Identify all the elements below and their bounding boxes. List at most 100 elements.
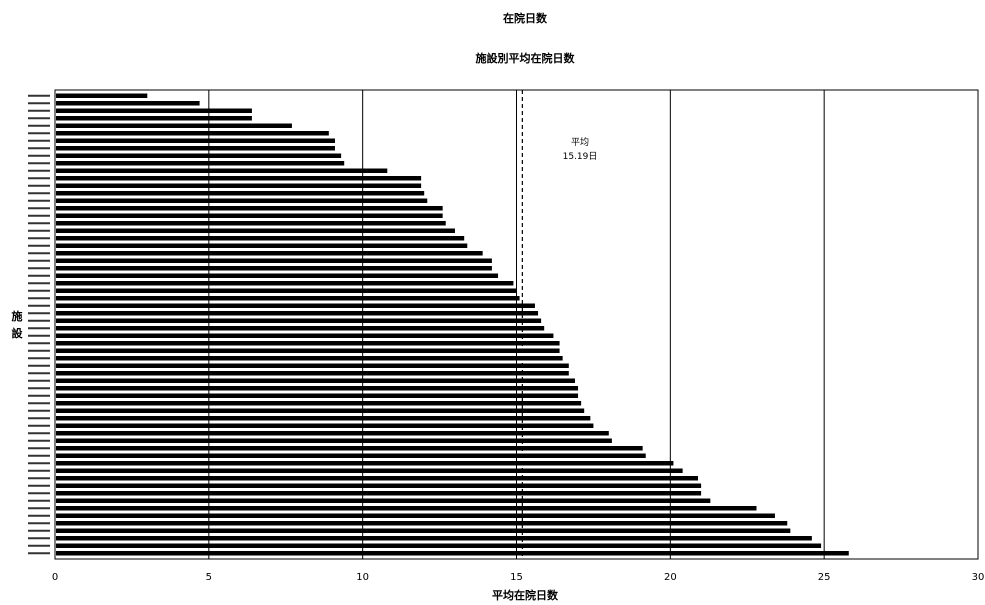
category-label-mark bbox=[28, 544, 50, 547]
bar bbox=[56, 528, 791, 533]
bar bbox=[56, 243, 468, 248]
category-label-mark bbox=[28, 282, 50, 285]
x-tick-label: 30 bbox=[972, 572, 985, 583]
chart-subtitle: 施設別平均在院日数 bbox=[475, 52, 575, 65]
category-label-mark bbox=[28, 297, 50, 300]
category-label-mark bbox=[28, 274, 50, 277]
category-label-mark bbox=[28, 154, 50, 157]
bar bbox=[56, 191, 425, 196]
bar bbox=[56, 491, 702, 496]
bar bbox=[56, 101, 200, 106]
bar bbox=[56, 356, 563, 361]
category-label-mark bbox=[28, 147, 50, 150]
category-label-mark bbox=[28, 177, 50, 180]
bar bbox=[56, 288, 517, 293]
category-label-mark bbox=[28, 387, 50, 390]
bar bbox=[56, 168, 388, 173]
category-label-mark bbox=[28, 252, 50, 255]
bar bbox=[56, 401, 582, 406]
category-label-mark bbox=[28, 192, 50, 195]
chart-title: 在院日数 bbox=[503, 12, 547, 25]
bar bbox=[56, 536, 812, 541]
bar bbox=[56, 371, 569, 376]
bar bbox=[56, 221, 446, 226]
category-label-mark bbox=[28, 484, 50, 487]
category-label-mark bbox=[28, 514, 50, 517]
category-label-mark bbox=[28, 327, 50, 330]
category-label-mark bbox=[28, 237, 50, 240]
category-label-mark bbox=[28, 364, 50, 367]
x-tick-label: 0 bbox=[52, 572, 58, 583]
category-label-mark bbox=[28, 169, 50, 172]
bar bbox=[56, 146, 335, 151]
category-label-mark bbox=[28, 214, 50, 217]
bar bbox=[56, 311, 539, 316]
category-label-mark bbox=[28, 342, 50, 345]
category-label-mark bbox=[28, 552, 50, 555]
category-label-mark bbox=[28, 132, 50, 135]
bar bbox=[56, 228, 455, 233]
category-label-mark bbox=[28, 334, 50, 337]
bar bbox=[56, 461, 674, 466]
category-label-mark bbox=[28, 139, 50, 142]
category-label-mark bbox=[28, 529, 50, 532]
bar bbox=[56, 348, 560, 353]
x-tick-label: 15 bbox=[510, 572, 523, 583]
category-label-mark bbox=[28, 289, 50, 292]
average-value: 15.19日 bbox=[563, 151, 598, 162]
bar bbox=[56, 206, 443, 211]
bar bbox=[56, 138, 335, 143]
bar bbox=[56, 176, 422, 181]
category-label-mark bbox=[28, 319, 50, 322]
category-labels bbox=[28, 94, 50, 555]
category-label-mark bbox=[28, 267, 50, 270]
category-label-mark bbox=[28, 304, 50, 307]
bar bbox=[56, 393, 579, 398]
category-label-mark bbox=[28, 522, 50, 525]
bar bbox=[56, 506, 757, 511]
bar bbox=[56, 161, 345, 166]
bar bbox=[56, 116, 252, 121]
category-label-mark bbox=[28, 229, 50, 232]
category-label-mark bbox=[28, 432, 50, 435]
category-label-mark bbox=[28, 537, 50, 540]
category-label-mark bbox=[28, 312, 50, 315]
bar bbox=[56, 438, 612, 443]
bar bbox=[56, 551, 849, 556]
bar bbox=[56, 378, 575, 383]
bars bbox=[56, 93, 849, 556]
category-label-mark bbox=[28, 492, 50, 495]
category-label-mark bbox=[28, 499, 50, 502]
category-label-mark bbox=[28, 379, 50, 382]
bar bbox=[56, 303, 535, 308]
bar bbox=[56, 386, 579, 391]
bar bbox=[56, 513, 775, 518]
bar bbox=[56, 296, 520, 301]
category-label-mark bbox=[28, 259, 50, 262]
x-tick-label: 5 bbox=[206, 572, 212, 583]
bar bbox=[56, 333, 554, 338]
category-label-mark bbox=[28, 117, 50, 120]
bar bbox=[56, 543, 822, 548]
bar bbox=[56, 453, 646, 458]
bar bbox=[56, 281, 514, 286]
bar bbox=[56, 446, 643, 451]
bar bbox=[56, 431, 609, 436]
category-label-mark bbox=[28, 507, 50, 510]
bar bbox=[56, 476, 699, 481]
category-label-mark bbox=[28, 207, 50, 210]
category-label-mark bbox=[28, 109, 50, 112]
bar bbox=[56, 183, 422, 188]
category-label-mark bbox=[28, 424, 50, 427]
bar bbox=[56, 93, 148, 98]
bar bbox=[56, 498, 711, 503]
category-label-mark bbox=[28, 469, 50, 472]
bar bbox=[56, 483, 702, 488]
category-label-mark bbox=[28, 462, 50, 465]
category-label-mark bbox=[28, 184, 50, 187]
bar bbox=[56, 341, 560, 346]
x-tick-label: 20 bbox=[664, 572, 677, 583]
category-label-mark bbox=[28, 357, 50, 360]
category-label-mark bbox=[28, 222, 50, 225]
